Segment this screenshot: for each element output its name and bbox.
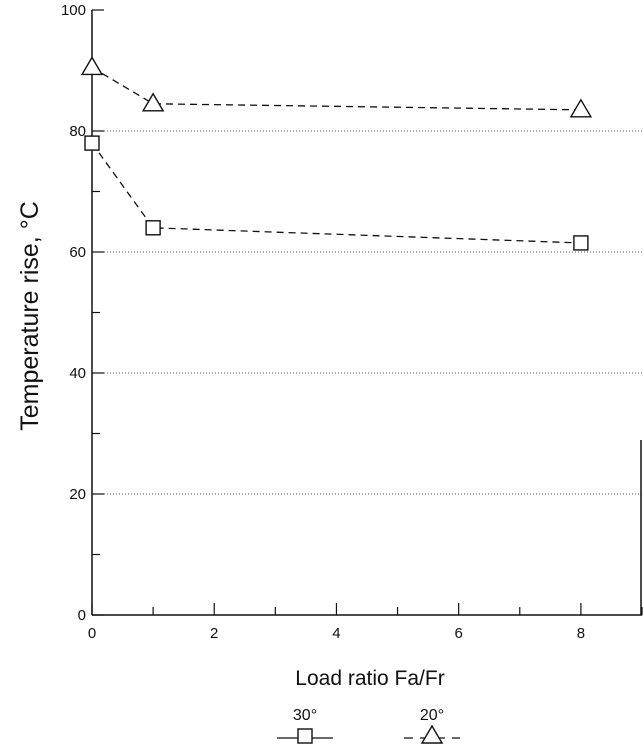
x-tick-label: 8 [577,625,585,642]
x-tick-label: 4 [332,625,340,642]
legend-label: 30° [293,707,317,724]
data-point [80,56,104,76]
legend: 30° 20° [277,707,460,744]
data-point [84,135,100,151]
legend-label: 20° [420,707,444,724]
data-point [141,92,165,112]
x-tick-label: 0 [88,625,96,642]
x-tick-label: 2 [210,625,218,642]
legend-marker [420,724,444,744]
y-tick-label: 40 [69,365,86,382]
grid-layer [92,130,642,495]
data-point [569,98,593,118]
y-axis-label: Temperature rise, °C [16,201,44,431]
x-tick-label: 6 [454,625,462,642]
y-tick-label: 0 [78,607,86,624]
series-layer [80,56,593,251]
legend-marker [297,728,313,744]
x-axis-label: Load ratio Fa/Fr [295,667,444,690]
series-line [91,66,581,111]
y-tick-label: 20 [69,486,86,503]
data-point [145,220,161,236]
y-tick-label: 60 [69,244,86,261]
axis-layer: 0 20 40 60 80 100 0 2 4 6 8 [61,2,643,642]
data-point [573,235,589,251]
y-tick-label: 100 [61,2,86,19]
y-tick-label: 80 [69,123,86,140]
series-line [91,142,581,244]
